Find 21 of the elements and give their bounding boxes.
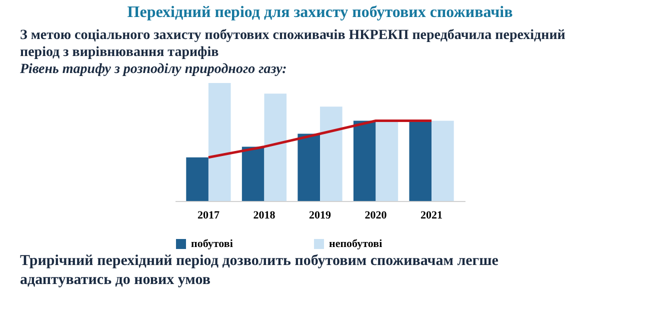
bar: [376, 120, 398, 201]
bar: [264, 94, 287, 201]
x-tick-label: 2021: [420, 210, 443, 222]
legend-label: непобутові: [329, 238, 382, 250]
bar: [208, 83, 231, 201]
x-tick-label: 2020: [364, 210, 388, 222]
bar: [353, 120, 376, 201]
chart-title: Перехідний період для захисту побутових споживачів: [127, 4, 514, 21]
bar: [186, 157, 208, 201]
bar: [298, 134, 320, 201]
bar: [242, 146, 264, 201]
bar: [409, 120, 432, 201]
text: Рівень тарифу з розподілу природного газу:: [20, 62, 287, 77]
bar: [320, 106, 342, 201]
x-tick-label: 2017: [197, 210, 220, 222]
chart-subtitle: З метою соціального захисту побутових споживачів НКРЕКП передбачила перехідний період з вирівнювання тарифів: [20, 28, 566, 60]
legend-label: побутові: [191, 238, 233, 250]
x-tick-label: 2019: [309, 210, 332, 222]
x-tick-label: 2018: [253, 210, 276, 222]
bar: [432, 120, 454, 201]
text: Трирічний перехідний період дозволить побутовим споживачам легше адаптуватись до нових умов: [20, 253, 499, 288]
